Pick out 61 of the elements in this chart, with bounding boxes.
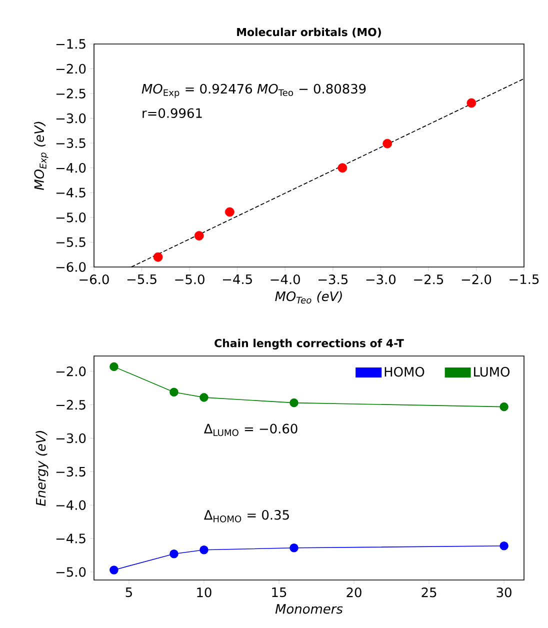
point [500, 541, 508, 550]
y-axis-title: Energy (eV) [36, 431, 48, 506]
x-tick-label: −5.0 [175, 274, 204, 284]
x-tick-label: 5 [126, 588, 132, 598]
point [110, 566, 118, 574]
point [224, 207, 234, 217]
y-tick-label: −5.0 [56, 212, 86, 222]
annotation: Δ$_{HOMO}$ = 0.35 [204, 510, 289, 522]
x-axis-title: Monomers [275, 604, 343, 614]
point [382, 138, 392, 148]
y-axis-title: MO$_{Exp}$ (eV) [34, 122, 48, 190]
x-tick-label: −3.0 [366, 274, 396, 284]
x-tick-label: −3.5 [318, 274, 348, 284]
point [170, 550, 178, 558]
x-tick-label: 30 [496, 588, 512, 598]
point [194, 231, 204, 240]
legend-label: LUMO [474, 366, 510, 377]
x-tick-label: −5.5 [127, 274, 156, 284]
point [338, 163, 348, 173]
y-tick-label: −2.5 [56, 88, 86, 98]
point [200, 393, 208, 402]
y-tick-label: −3.0 [56, 433, 86, 444]
point [466, 98, 476, 108]
y-tick-label: −4.5 [56, 188, 86, 198]
y-tick-label: −2.0 [56, 64, 86, 74]
point [500, 402, 508, 412]
y-tick-label: −6.0 [56, 262, 86, 272]
y-tick-label: −4.0 [56, 500, 86, 510]
y-tick-label: −1.5 [56, 39, 86, 49]
x-tick-label: 10 [197, 588, 212, 598]
y-tick-label: −2.0 [56, 366, 86, 376]
x-tick-label: −2.5 [414, 274, 444, 284]
point [153, 252, 163, 262]
annotation: MO$_{Exp}$ = 0.92476 MO$_{Teo}$ − 0.80839 [142, 84, 366, 98]
chart-title: Molecular orbitals (MO) [237, 28, 381, 38]
x-tick-label: −4.5 [222, 274, 252, 284]
x-axis-title: MO$_{Teo}$ (eV) [275, 291, 342, 304]
x-tick-label: 25 [422, 588, 436, 598]
point [200, 546, 208, 554]
y-tick-label: −5.0 [56, 567, 86, 577]
x-tick-label: −4.0 [270, 274, 300, 284]
y-tick-label: −3.0 [56, 113, 86, 124]
x-tick-label: −1.5 [510, 274, 539, 284]
point [290, 398, 298, 408]
point [110, 362, 118, 372]
x-tick-label: 15 [272, 588, 286, 598]
y-tick-label: −3.5 [56, 138, 86, 148]
y-tick-label: −2.5 [56, 400, 86, 410]
x-tick-label: −6.0 [80, 274, 109, 284]
legend-label: HOMO [384, 366, 424, 377]
y-tick-label: −3.5 [56, 466, 86, 477]
chart-title: Chain length corrections of 4-T [214, 338, 404, 350]
point [290, 543, 298, 552]
y-tick-label: −5.5 [56, 237, 86, 248]
annotation: r=0.9961 [142, 108, 202, 118]
y-tick-label: −4.5 [56, 534, 86, 544]
x-tick-label: −2.0 [462, 274, 492, 284]
point [170, 388, 178, 396]
annotation: Δ$_{LUMO}$ = −0.60 [204, 424, 298, 436]
y-tick-label: −4.0 [56, 162, 86, 173]
x-tick-label: 20 [346, 588, 362, 598]
